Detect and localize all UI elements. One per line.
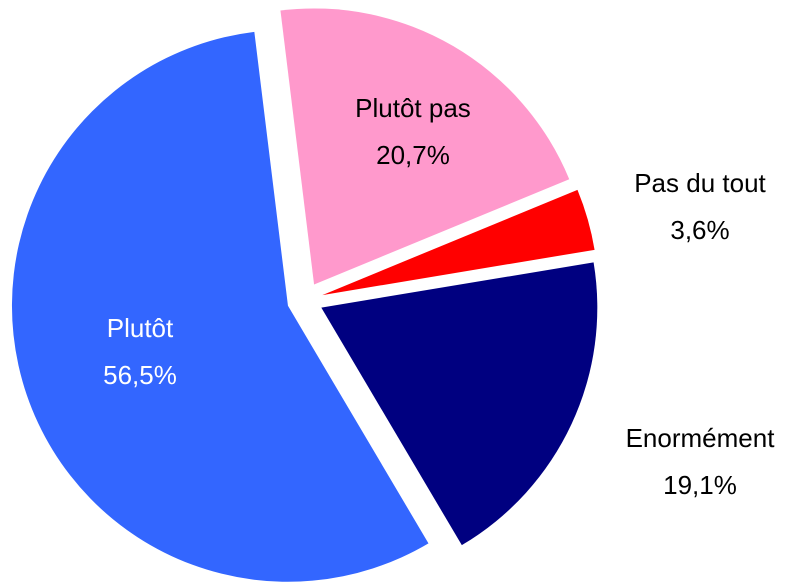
pie-slice: [11, 31, 429, 582]
pie-slice: [322, 189, 595, 296]
slice-value-label: 56,5%: [103, 360, 177, 390]
slice-value-label: 3,6%: [670, 215, 729, 245]
slice-label: Plutôt pas: [355, 93, 471, 123]
slice-value-label: 19,1%: [663, 470, 737, 500]
slice-label: Enormément: [626, 423, 776, 453]
pie-slice: [321, 262, 598, 546]
slice-label: Pas du tout: [634, 168, 766, 198]
slice-value-label: 20,7%: [376, 140, 450, 170]
slice-label: Plutôt: [107, 313, 174, 343]
pie-slice: [280, 8, 570, 285]
